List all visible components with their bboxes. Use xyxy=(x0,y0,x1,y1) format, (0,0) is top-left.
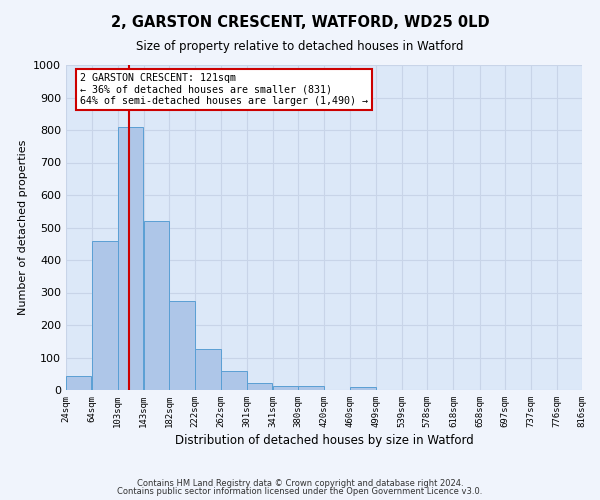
Bar xyxy=(92,240,118,390)
Bar xyxy=(273,386,298,390)
Text: 2, GARSTON CRESCENT, WATFORD, WD25 0LD: 2, GARSTON CRESCENT, WATFORD, WD25 0LD xyxy=(110,15,490,30)
Text: Contains HM Land Registry data © Crown copyright and database right 2024.: Contains HM Land Registry data © Crown c… xyxy=(137,478,463,488)
X-axis label: Distribution of detached houses by size in Watford: Distribution of detached houses by size … xyxy=(175,434,473,447)
Bar xyxy=(169,300,194,390)
Text: Size of property relative to detached houses in Watford: Size of property relative to detached ho… xyxy=(136,40,464,53)
Text: Contains public sector information licensed under the Open Government Licence v3: Contains public sector information licen… xyxy=(118,487,482,496)
Bar xyxy=(195,350,221,390)
Bar xyxy=(118,126,143,390)
Bar xyxy=(221,372,247,390)
Y-axis label: Number of detached properties: Number of detached properties xyxy=(17,140,28,315)
Bar xyxy=(143,221,169,390)
Bar xyxy=(350,387,376,390)
Bar xyxy=(66,376,91,390)
Bar xyxy=(298,386,323,390)
Text: 2 GARSTON CRESCENT: 121sqm
← 36% of detached houses are smaller (831)
64% of sem: 2 GARSTON CRESCENT: 121sqm ← 36% of deta… xyxy=(80,73,368,106)
Bar xyxy=(247,383,272,390)
